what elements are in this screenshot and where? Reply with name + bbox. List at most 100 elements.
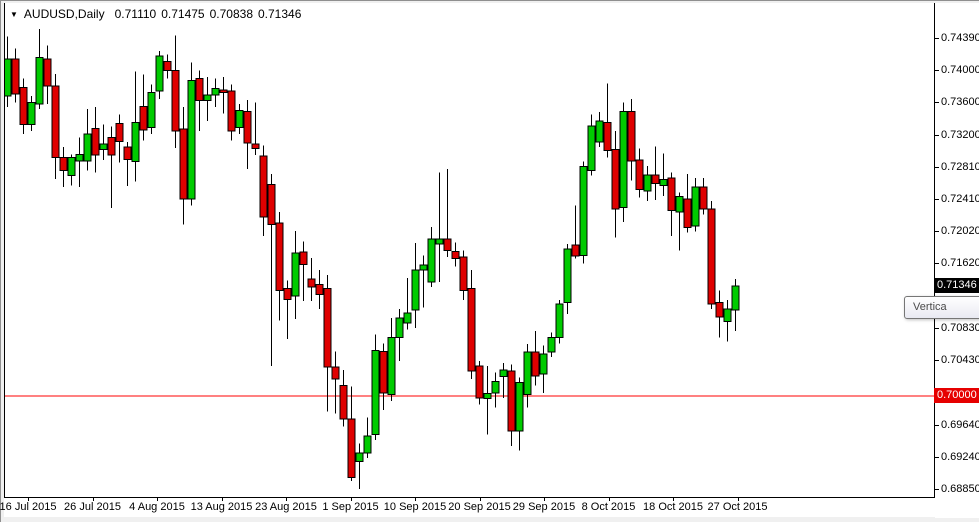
- candle: [363, 417, 372, 459]
- plot-area[interactable]: [4, 3, 935, 498]
- bear-candle-body: [299, 251, 308, 265]
- candle: [315, 269, 324, 310]
- candle: [411, 243, 420, 328]
- candle: [283, 280, 292, 340]
- candle: [379, 343, 388, 410]
- y-axis-label: 0.70830: [941, 321, 979, 334]
- object-tooltip: Vertica: [904, 296, 979, 319]
- bull-candle-body: [291, 252, 300, 297]
- candle: [579, 161, 588, 264]
- bear-candle-body: [667, 177, 676, 212]
- x-axis-label: 16 Jul 2015: [0, 501, 57, 513]
- bear-candle-body: [227, 90, 236, 132]
- bull-candle-body: [75, 153, 84, 162]
- high-value: 0.71475: [161, 7, 205, 21]
- bear-candle-body: [339, 385, 348, 420]
- y-axis-label: 0.71620: [941, 257, 979, 270]
- bear-candle-body: [571, 244, 580, 257]
- bull-candle-body: [595, 120, 604, 143]
- bull-candle-body: [731, 285, 740, 311]
- x-axis-label: 27 Oct 2015: [707, 501, 768, 513]
- y-axis-tick: [935, 360, 939, 361]
- time-axis[interactable]: [4, 498, 935, 517]
- bull-candle-body: [523, 351, 532, 396]
- candle: [539, 345, 548, 393]
- candle: [75, 137, 84, 187]
- bear-candle-body: [307, 278, 316, 288]
- candle: [291, 230, 300, 319]
- candle: [643, 165, 652, 201]
- bull-candle-body: [355, 452, 364, 462]
- collapse-triangle-icon[interactable]: ▼: [10, 10, 18, 19]
- price-axis[interactable]: [935, 3, 979, 518]
- x-axis-label: 26 Jul 2015: [64, 501, 121, 513]
- bull-candle-body: [211, 87, 220, 96]
- bull-candle-body: [235, 109, 244, 129]
- bear-candle-body: [443, 238, 452, 251]
- candle: [675, 192, 684, 251]
- y-axis-tick: [935, 457, 939, 458]
- bull-candle-body: [659, 179, 668, 186]
- bull-candle-body: [483, 393, 492, 400]
- bear-candle-body: [107, 136, 116, 156]
- x-axis-tick: [415, 498, 416, 501]
- horizontal-line-price-badge: 0.70000: [934, 387, 979, 403]
- candle: [635, 148, 644, 198]
- candle: [515, 377, 524, 451]
- candle: [83, 108, 92, 171]
- x-axis-tick: [673, 498, 674, 501]
- bear-candle-body: [195, 78, 204, 102]
- bear-candle-body: [115, 122, 124, 142]
- window-left-edge: [0, 0, 1, 522]
- candle: [435, 172, 444, 283]
- candle: [179, 107, 188, 225]
- candle: [595, 112, 604, 148]
- bear-candle-body: [467, 288, 476, 372]
- candle: [347, 386, 356, 481]
- candle: [627, 99, 636, 181]
- x-axis-tick: [93, 498, 94, 501]
- bear-candle-body: [635, 159, 644, 190]
- candle: [227, 84, 236, 141]
- symbol-period-label: AUDUSD,Daily: [23, 7, 105, 21]
- x-axis-tick: [286, 498, 287, 501]
- bull-candle-body: [419, 264, 428, 271]
- bull-candle-body: [427, 238, 436, 283]
- candle: [155, 51, 164, 100]
- candle: [475, 361, 484, 405]
- candle: [395, 309, 404, 362]
- candle: [163, 54, 172, 79]
- bear-candle-body: [251, 143, 260, 150]
- bull-candle-body: [691, 186, 700, 227]
- bear-candle-body: [699, 186, 708, 210]
- y-axis-label: 0.73200: [941, 128, 979, 141]
- bear-candle-body: [531, 351, 540, 377]
- candle: [339, 370, 348, 427]
- bear-candle-body: [283, 288, 292, 300]
- bull-candle-body: [67, 157, 76, 177]
- bear-candle-body: [59, 157, 68, 172]
- candle: [387, 318, 396, 402]
- y-axis-label: 0.73600: [941, 96, 979, 109]
- x-axis-tick: [351, 498, 352, 501]
- candle: [323, 274, 332, 412]
- candle: [371, 334, 380, 441]
- y-axis-tick: [935, 38, 939, 39]
- x-axis-label: 1 Sep 2015: [322, 501, 379, 513]
- x-axis-label: 8 Oct 2015: [581, 501, 636, 513]
- candle: [531, 331, 540, 386]
- candle: [139, 74, 148, 141]
- candle: [459, 250, 468, 301]
- candle: [131, 71, 140, 182]
- candle: [123, 142, 132, 187]
- candle: [731, 278, 740, 332]
- bear-candle-body: [715, 302, 724, 318]
- close-value: 0.71346: [258, 7, 302, 21]
- candle: [59, 147, 68, 187]
- x-axis-tick: [480, 498, 481, 501]
- candle: [555, 300, 564, 344]
- candle: [499, 362, 508, 398]
- y-axis-label: 0.72410: [941, 193, 979, 206]
- bear-candle-body: [51, 85, 60, 159]
- y-axis-label: 0.72020: [941, 224, 979, 237]
